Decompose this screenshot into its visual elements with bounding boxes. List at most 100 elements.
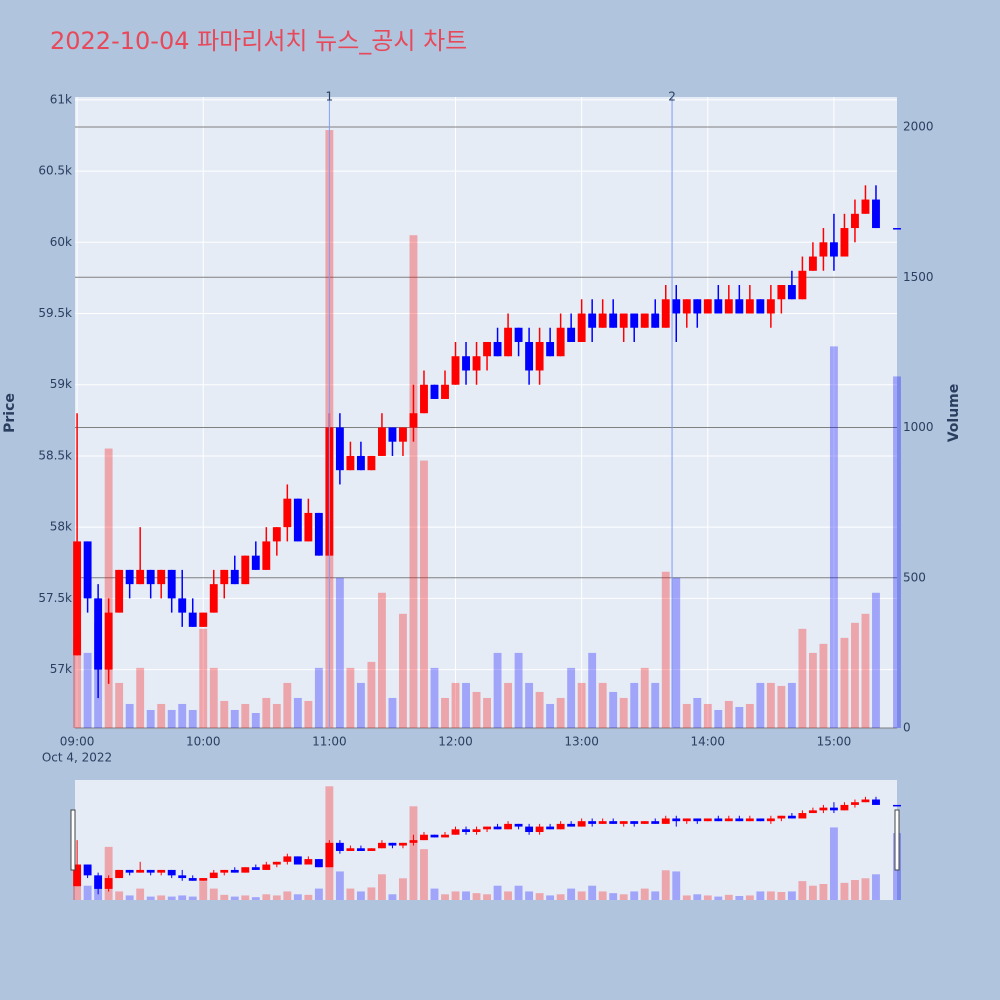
candle-body [115,569,124,613]
candle-body [462,356,470,371]
y-tick-label: 59.5k [38,306,72,320]
candle-body [188,612,197,627]
x-tick-label: 15:00 [817,735,852,749]
candle-body [251,555,260,570]
slider-candle-body [356,848,365,851]
volume-bar [609,691,618,728]
candle-body [525,341,534,371]
candle-body [577,313,586,342]
candle-body [441,384,449,399]
slider-handle [894,809,900,871]
y-tick-label: 58k [50,520,72,534]
volume-bar [199,628,208,728]
slider-candle-body [178,875,187,879]
candle-body [167,569,176,599]
slider-volume-bar [756,891,765,900]
slider-candle-body [735,818,744,822]
candle-body [787,285,796,300]
slider-volume-bar [346,888,355,900]
candle-body [178,598,187,613]
slider-candle-body [125,869,134,873]
plot-area [75,97,897,728]
slider-candle-body [441,834,449,838]
candle-body [598,313,607,328]
slider-volume-bar [451,891,460,900]
slider-candle-body [188,878,197,881]
volume-bar [577,682,586,728]
volume-bar [724,700,733,728]
volume-bar [829,346,838,728]
slider-candle-body [462,829,470,833]
slider-volume-bar [472,893,481,900]
slider-candle-body [893,804,901,807]
volume-bar [220,700,229,728]
slider-candle-body [388,842,397,846]
slider-volume-bar [462,891,470,900]
slider-volume-bar [493,885,502,900]
slider-candle-body [787,815,796,819]
slider-volume-bar [304,894,313,900]
volume-bar [851,622,859,728]
slider-candle-body [640,821,649,824]
slider-candle-body [872,799,880,805]
slider-candle-body [504,823,513,830]
candle-body [724,299,733,314]
volume-bar [567,667,576,728]
slider-volume-bar [430,888,439,900]
slider-volume-bar [83,885,92,900]
slider-volume-bar [630,891,639,900]
slider-candle-body [567,823,576,827]
slider-candle-body [745,818,754,822]
slider-handle [70,809,76,871]
slider-candle-body [367,848,376,851]
candle-body [756,299,765,314]
y-tick-label: 59k [50,377,72,391]
candle-body [829,242,838,257]
chart-title: 2022-10-04 파마리서치 뉴스_공시 차트 [50,27,467,55]
candle-body [377,427,386,456]
volume-bar [399,613,407,728]
slider-candle-body [851,802,859,805]
slider-candle-body [766,818,775,822]
volume-bar [819,643,828,728]
slider-candle-body [777,815,786,819]
volume-bar [893,376,901,728]
slider-candle-body [609,821,618,824]
slider-volume-bar [577,891,586,900]
slider-volume-bar [146,896,155,900]
candle-body [588,313,597,328]
slider-volume-bar [420,849,428,900]
slider-candle-body [167,869,176,876]
slider-candle-body [377,842,386,849]
volume-bar [682,703,691,728]
slider-candle-body [619,821,628,824]
slider-volume-bar [682,895,691,900]
volume-bar [293,697,302,728]
candle-body [651,313,660,328]
volume-bar [672,577,681,728]
candle-body [703,299,712,314]
volume-bar [283,682,292,728]
volume-bar [83,652,92,728]
slider-candle-body [483,826,491,830]
slider-volume-bar [567,888,576,900]
slider-candle-body [251,867,260,870]
volume-bar [209,667,218,728]
candle-body [104,612,113,670]
slider-volume-bar [609,893,618,900]
volume-bar [167,709,176,728]
slider-volume-bar [514,885,523,900]
slider-candle-body [525,826,534,833]
slider-volume-bar [651,891,660,900]
volume-bar [556,697,565,728]
slider-volume-bar [293,894,302,900]
slider-volume-bar [167,896,176,900]
slider-volume-bar [283,891,292,900]
slider-volume-bar [872,874,880,900]
volume-bar [462,682,470,728]
candle-body [609,313,618,328]
candle-body [409,413,418,428]
candle-body [872,199,880,229]
volume-bar [230,709,239,728]
